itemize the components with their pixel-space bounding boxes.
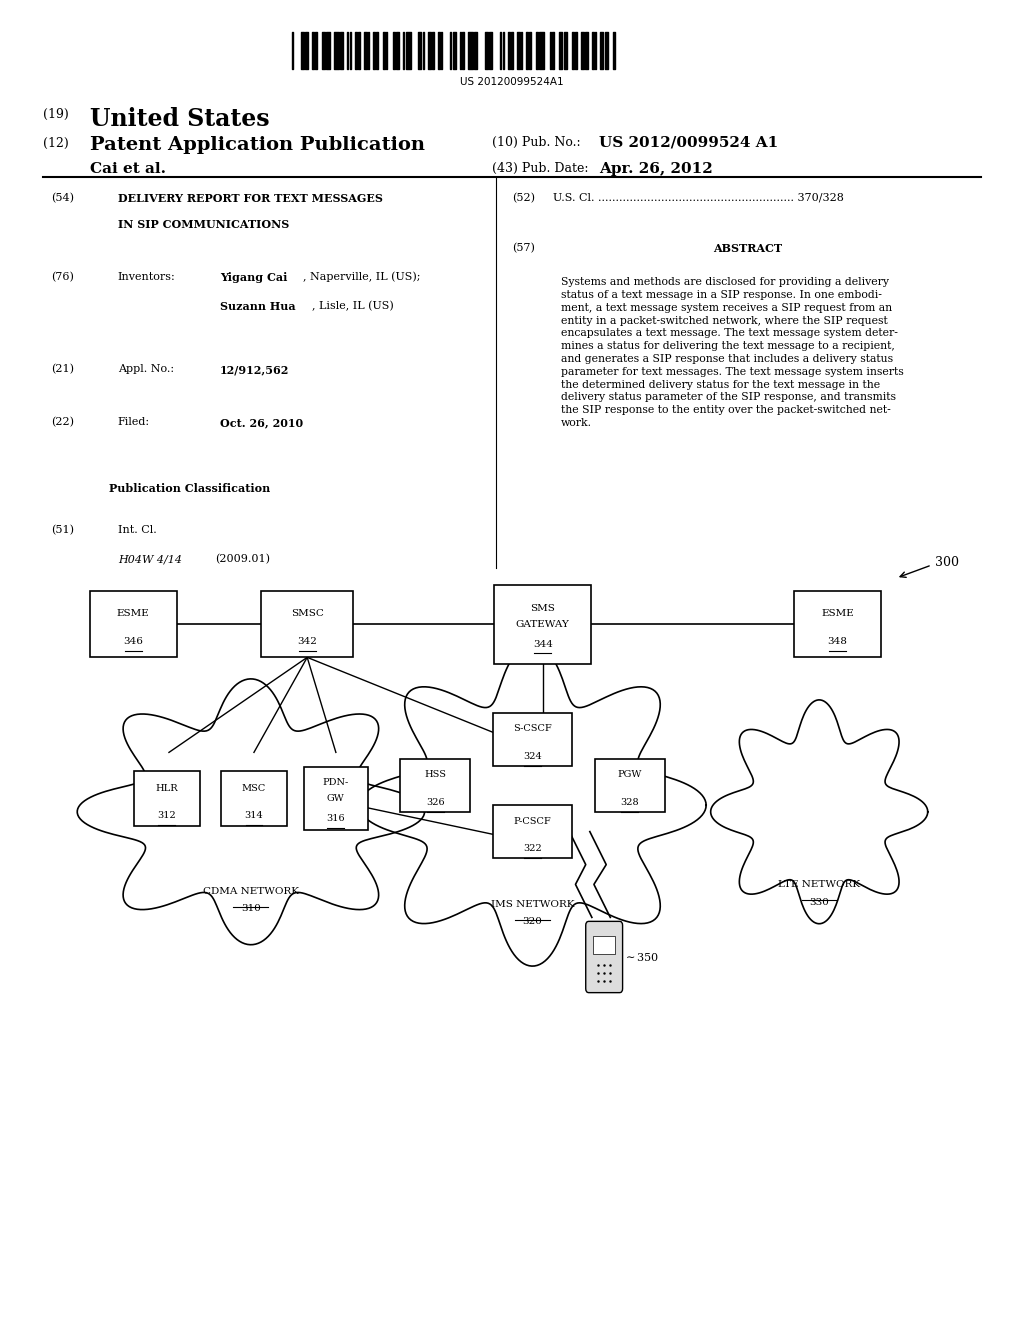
Text: PDN-: PDN- bbox=[323, 779, 349, 787]
Text: 348: 348 bbox=[827, 638, 848, 645]
Text: P-CSCF: P-CSCF bbox=[514, 817, 551, 825]
Text: ESME: ESME bbox=[821, 610, 854, 618]
Text: Patent Application Publication: Patent Application Publication bbox=[90, 136, 425, 154]
Text: Systems and methods are disclosed for providing a delivery
status of a text mess: Systems and methods are disclosed for pr… bbox=[561, 277, 904, 428]
Text: $\sim$350: $\sim$350 bbox=[623, 950, 658, 964]
Text: 328: 328 bbox=[621, 799, 639, 807]
Polygon shape bbox=[77, 678, 425, 945]
Text: 316: 316 bbox=[327, 814, 345, 822]
Polygon shape bbox=[711, 700, 928, 924]
Text: United States: United States bbox=[90, 107, 269, 131]
FancyBboxPatch shape bbox=[90, 591, 176, 657]
Text: Inventors:: Inventors: bbox=[118, 272, 175, 282]
Text: S-CSCF: S-CSCF bbox=[513, 725, 552, 733]
FancyBboxPatch shape bbox=[493, 805, 572, 858]
Text: ESME: ESME bbox=[117, 610, 150, 618]
Text: (76): (76) bbox=[51, 272, 74, 282]
Text: 320: 320 bbox=[522, 917, 543, 927]
Text: HSS: HSS bbox=[424, 771, 446, 779]
Text: (57): (57) bbox=[512, 243, 535, 253]
Text: Suzann Hua: Suzann Hua bbox=[220, 301, 296, 312]
Text: 314: 314 bbox=[245, 812, 263, 820]
Text: Appl. No.:: Appl. No.: bbox=[118, 364, 174, 375]
Text: 310: 310 bbox=[241, 904, 261, 913]
FancyBboxPatch shape bbox=[221, 771, 287, 826]
Text: DELIVERY REPORT FOR TEXT MESSAGES: DELIVERY REPORT FOR TEXT MESSAGES bbox=[118, 193, 383, 203]
Text: Apr. 26, 2012: Apr. 26, 2012 bbox=[599, 162, 713, 177]
Text: (21): (21) bbox=[51, 364, 74, 375]
Text: 312: 312 bbox=[158, 812, 176, 820]
Text: , Lisle, IL (US): , Lisle, IL (US) bbox=[312, 301, 394, 312]
Text: Cai et al.: Cai et al. bbox=[90, 162, 166, 177]
Text: IMS NETWORK: IMS NETWORK bbox=[490, 900, 574, 909]
Text: Int. Cl.: Int. Cl. bbox=[118, 525, 157, 536]
Text: IN SIP COMMUNICATIONS: IN SIP COMMUNICATIONS bbox=[118, 219, 289, 230]
FancyBboxPatch shape bbox=[586, 921, 623, 993]
Text: LTE NETWORK: LTE NETWORK bbox=[778, 880, 860, 890]
Text: 346: 346 bbox=[123, 638, 143, 645]
Text: US 2012/0099524 A1: US 2012/0099524 A1 bbox=[599, 136, 778, 150]
Text: GW: GW bbox=[327, 795, 345, 803]
Text: US 20120099524A1: US 20120099524A1 bbox=[460, 77, 564, 87]
FancyBboxPatch shape bbox=[261, 591, 353, 657]
FancyBboxPatch shape bbox=[133, 771, 201, 826]
Text: H04W 4/14: H04W 4/14 bbox=[118, 554, 182, 565]
Text: ABSTRACT: ABSTRACT bbox=[713, 243, 782, 253]
Text: GATEWAY: GATEWAY bbox=[516, 620, 569, 628]
Text: Publication Classification: Publication Classification bbox=[109, 483, 270, 494]
FancyBboxPatch shape bbox=[595, 759, 665, 812]
Text: Filed:: Filed: bbox=[118, 417, 150, 428]
Text: 322: 322 bbox=[523, 845, 542, 853]
Text: CDMA NETWORK: CDMA NETWORK bbox=[203, 887, 299, 896]
Text: , Naperville, IL (US);: , Naperville, IL (US); bbox=[303, 272, 421, 282]
Text: 12/912,562: 12/912,562 bbox=[220, 364, 290, 375]
FancyBboxPatch shape bbox=[304, 767, 368, 830]
FancyBboxPatch shape bbox=[495, 585, 592, 664]
Text: U.S. Cl. ........................................................ 370/328: U.S. Cl. ...............................… bbox=[553, 193, 844, 203]
Text: (10) Pub. No.:: (10) Pub. No.: bbox=[492, 136, 581, 149]
Text: (19): (19) bbox=[43, 108, 69, 121]
Text: 324: 324 bbox=[523, 752, 542, 760]
Text: HLR: HLR bbox=[156, 784, 178, 792]
Text: SMS: SMS bbox=[530, 605, 555, 612]
Text: (22): (22) bbox=[51, 417, 74, 428]
Text: 344: 344 bbox=[532, 640, 553, 648]
Text: 326: 326 bbox=[426, 799, 444, 807]
Text: 300: 300 bbox=[935, 556, 958, 569]
Text: 330: 330 bbox=[809, 898, 829, 907]
Text: (12): (12) bbox=[43, 137, 69, 150]
Text: 342: 342 bbox=[297, 638, 317, 645]
FancyBboxPatch shape bbox=[593, 936, 615, 954]
FancyBboxPatch shape bbox=[400, 759, 470, 812]
Text: (52): (52) bbox=[512, 193, 535, 203]
Text: SMSC: SMSC bbox=[291, 610, 324, 618]
Text: (43) Pub. Date:: (43) Pub. Date: bbox=[492, 162, 588, 176]
Text: Yigang Cai: Yigang Cai bbox=[220, 272, 288, 282]
FancyBboxPatch shape bbox=[795, 591, 881, 657]
Polygon shape bbox=[358, 644, 707, 966]
Text: PGW: PGW bbox=[617, 771, 642, 779]
FancyBboxPatch shape bbox=[493, 713, 572, 766]
Text: (2009.01): (2009.01) bbox=[215, 554, 270, 565]
Text: MSC: MSC bbox=[242, 784, 266, 792]
Text: (54): (54) bbox=[51, 193, 74, 203]
Text: (51): (51) bbox=[51, 525, 74, 536]
Text: Oct. 26, 2010: Oct. 26, 2010 bbox=[220, 417, 303, 428]
